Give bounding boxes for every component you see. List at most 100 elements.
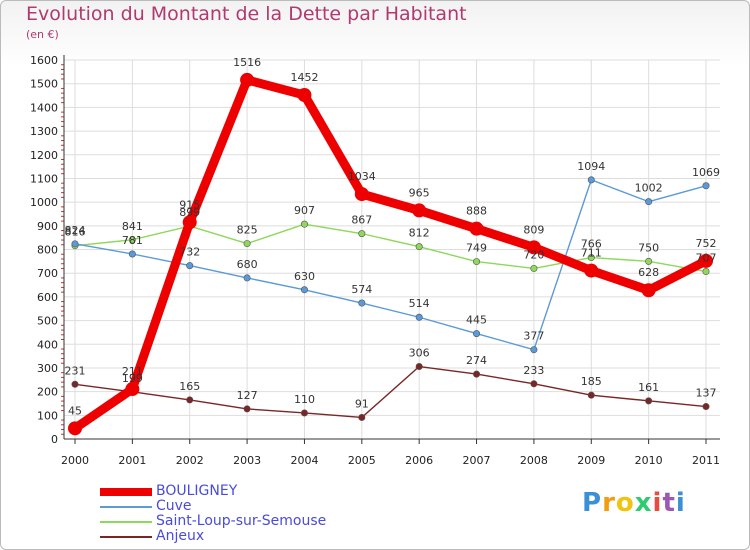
y-tick-label: 800 [37, 244, 58, 257]
data-point [358, 413, 366, 421]
data-point [473, 258, 481, 266]
y-tick-label: 600 [37, 291, 58, 304]
data-point [125, 382, 140, 397]
data-label: 1069 [692, 166, 720, 179]
data-label: 720 [523, 248, 544, 261]
y-tick-label: 900 [37, 220, 58, 233]
data-label: 630 [294, 270, 315, 283]
x-tick-label: 2011 [692, 454, 720, 467]
data-point [587, 176, 595, 184]
data-point [300, 409, 308, 417]
logo-letter: r [602, 488, 616, 518]
data-label: 45 [68, 404, 82, 417]
x-tick-label: 2007 [463, 454, 491, 467]
data-point [587, 254, 595, 262]
y-tick-label: 300 [37, 362, 58, 375]
data-label: 185 [581, 375, 602, 388]
y-tick-label: 1000 [30, 196, 58, 209]
data-point [645, 257, 653, 265]
data-point [473, 370, 481, 378]
logo-letter: i [675, 488, 686, 518]
data-label: 841 [122, 220, 143, 233]
data-point [71, 380, 79, 388]
legend-item: Saint-Loup-sur-Semouse [100, 513, 400, 529]
data-point [358, 299, 366, 307]
data-point [530, 380, 538, 388]
data-label: 907 [294, 204, 315, 217]
data-point [415, 243, 423, 251]
series-line-bouligney [70, 75, 711, 433]
data-point [240, 72, 255, 87]
legend-label: Saint-Loup-sur-Semouse [156, 513, 327, 529]
data-point [526, 240, 541, 255]
data-point [243, 274, 251, 282]
x-tick-label: 2010 [635, 454, 663, 467]
data-label: 231 [65, 364, 86, 377]
data-label: 161 [638, 381, 659, 394]
data-point [645, 198, 653, 206]
data-label: 680 [237, 258, 258, 271]
x-tick-label: 2000 [61, 454, 89, 467]
y-tick-label: 200 [37, 386, 58, 399]
legend-label: Anjeux [156, 528, 205, 544]
logo-letter: o [615, 488, 635, 518]
data-label: 199 [122, 372, 143, 385]
x-tick-label: 2004 [290, 454, 318, 467]
data-label: 445 [466, 314, 487, 327]
data-point [469, 221, 484, 236]
data-point [412, 203, 427, 218]
data-point [530, 346, 538, 354]
data-label: 809 [523, 223, 544, 236]
logo-letter: P [582, 488, 603, 518]
data-point [702, 268, 710, 276]
data-point [300, 220, 308, 228]
legend-label: Cuve [156, 498, 192, 514]
data-point [699, 253, 713, 268]
y-tick-label: 1600 [30, 54, 58, 67]
y-tick-label: 1400 [30, 101, 58, 114]
data-point [68, 421, 82, 436]
data-point [587, 391, 595, 399]
legend-item: Cuve [100, 498, 400, 514]
legend-swatch [100, 521, 152, 523]
data-label: 1002 [635, 182, 663, 195]
x-tick-label: 2005 [348, 454, 376, 467]
data-label: 899 [179, 206, 200, 219]
data-label: 1516 [233, 56, 261, 69]
data-point [584, 263, 599, 278]
series-line-saint-loup-sur-semouse [74, 223, 707, 273]
logo-letter: t [662, 488, 676, 518]
data-label: 165 [179, 380, 200, 393]
data-label: 915 [179, 198, 200, 211]
data-label: 825 [237, 224, 258, 237]
data-point [530, 264, 538, 272]
data-point [415, 313, 423, 321]
y-tick-label: 1100 [30, 172, 58, 185]
data-label: 514 [409, 297, 430, 310]
data-point [243, 240, 251, 248]
data-point [300, 286, 308, 294]
x-tick-label: 2008 [520, 454, 548, 467]
data-label: 274 [466, 354, 487, 367]
y-tick-label: 700 [37, 267, 58, 280]
proxiti-logo: Proxiti [582, 488, 686, 518]
data-label: 1094 [577, 160, 605, 173]
y-tick-label: 1300 [30, 125, 58, 138]
data-point [182, 215, 197, 230]
data-label: 306 [409, 347, 430, 360]
x-tick-label: 2006 [405, 454, 433, 467]
data-label: 377 [523, 330, 544, 343]
data-point [702, 403, 710, 411]
logo-letter: i [652, 488, 663, 518]
y-tick-label: 1200 [30, 149, 58, 162]
data-point [702, 182, 710, 190]
data-label: 965 [409, 186, 430, 199]
data-point [645, 397, 653, 405]
legend: BOULIGNEY Cuve Saint-Loup-sur-Semouse Anjeu… [100, 483, 400, 544]
chart-title: Evolution du Montant de la Dette par Hab… [26, 3, 467, 25]
data-label: 711 [581, 247, 602, 260]
series-line-anjeux [74, 365, 707, 419]
data-point [186, 262, 194, 270]
data-point [128, 236, 136, 244]
